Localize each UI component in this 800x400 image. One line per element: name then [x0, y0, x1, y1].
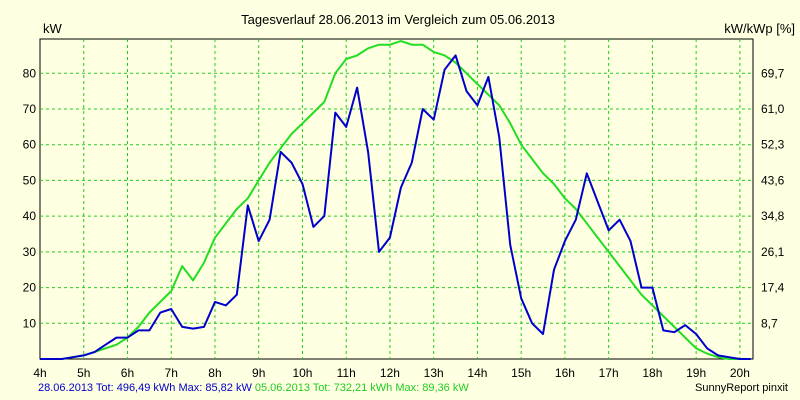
y-right-tick-label: 26,1 — [761, 245, 785, 259]
y-left-tick-label: 40 — [23, 209, 37, 223]
x-tick-label: 12h — [380, 366, 400, 380]
y-right-tick-label: 34,8 — [761, 209, 785, 223]
y-left-tick-label: 70 — [23, 102, 37, 116]
x-tick-label: 7h — [165, 366, 178, 380]
y-right-tick-label: 61,0 — [761, 102, 785, 116]
y-left-tick-label: 50 — [23, 173, 37, 187]
y-right-tick-label: 52,3 — [761, 138, 785, 152]
x-tick-label: 4h — [33, 366, 46, 380]
y-left-tick-label: 30 — [23, 245, 37, 259]
footer-summary: 28.06.2013 Tot: 496,49 kWh Max: 85,82 kW… — [38, 382, 469, 394]
x-tick-label: 14h — [467, 366, 487, 380]
series-line-28.06.2013 — [40, 54, 751, 360]
plot-area — [39, 38, 754, 360]
x-tick-label: 11h — [337, 366, 356, 380]
x-tick-label: 17h — [599, 366, 619, 380]
x-tick-label: 6h — [121, 366, 134, 380]
tick-labels: 4h 5h 6h 7h 8h 9h 10h 11h 12h 13h 14h 15h 16h 17h 18h 1… — [23, 66, 785, 380]
x-tick-label: 16h — [555, 366, 575, 380]
y-right-tick-label: 17,4 — [761, 281, 785, 295]
series-lines — [40, 40, 751, 360]
footer-credit: SunnyReport pinxit — [695, 382, 788, 394]
x-tick-label: 20h — [730, 366, 750, 380]
right-axis-unit: kW/kWp [%] — [724, 21, 795, 36]
series-line-05.06.2013 — [40, 40, 751, 360]
y-left-tick-label: 60 — [23, 138, 37, 152]
footer-series1-stats: Tot: 496,49 kWh Max: 85,82 kW — [93, 382, 255, 394]
y-left-tick-label: 10 — [23, 316, 37, 330]
y-right-tick-label: 8,7 — [761, 316, 778, 330]
y-left-tick-label: 80 — [23, 66, 37, 80]
footer-series2-date: 05.06.2013 — [254, 382, 310, 394]
x-tick-label: 8h — [208, 366, 221, 380]
x-tick-label: 5h — [77, 366, 90, 380]
y-left-tick-label: 20 — [23, 281, 37, 295]
left-axis-unit: kW — [43, 21, 63, 36]
x-tick-label: 19h — [686, 366, 706, 380]
x-tick-label: 18h — [642, 366, 662, 380]
x-tick-label: 15h — [511, 366, 531, 380]
x-tick-label: 10h — [292, 366, 312, 380]
footer-series2-stats: Tot: 732,21 kWh Max: 89,36 kW — [309, 382, 469, 394]
footer-series1-date: 28.06.2013 — [38, 382, 94, 394]
y-right-tick-label: 69,7 — [761, 66, 785, 80]
y-right-tick-label: 43,6 — [761, 173, 785, 187]
x-tick-label: 9h — [252, 366, 265, 380]
chart-title: Tagesverlauf 28.06.2013 im Vergleich zum… — [241, 12, 555, 27]
x-tick-label: 13h — [424, 366, 444, 380]
